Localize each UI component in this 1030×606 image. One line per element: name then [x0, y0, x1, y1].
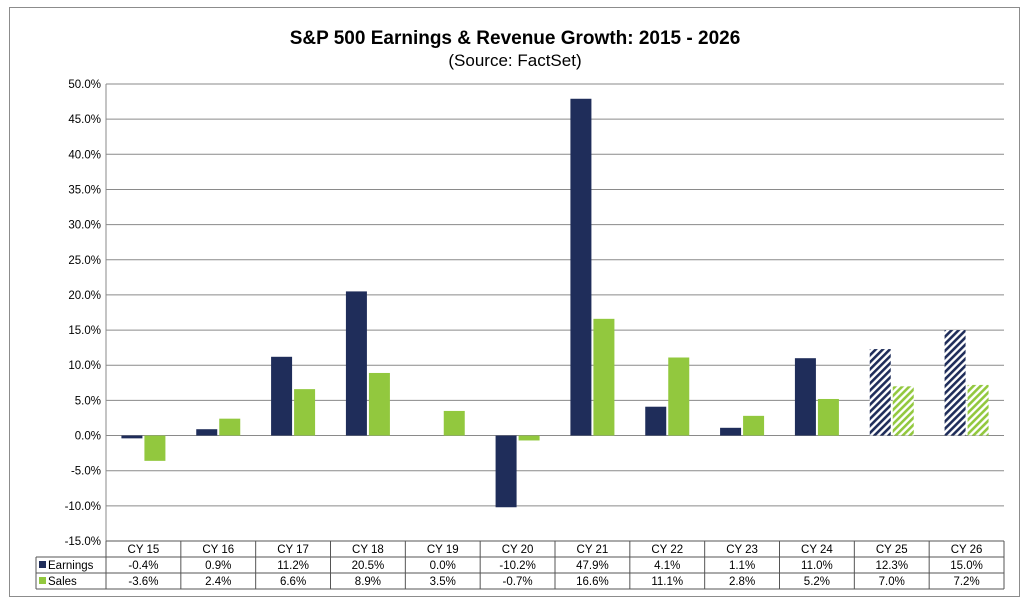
legend-label-sales: Sales	[48, 576, 77, 588]
y-tick-label: 5.0%	[75, 395, 101, 407]
bars	[121, 98, 989, 508]
bar-earnings-cy22	[645, 406, 667, 436]
data-label-sales: 2.8%	[729, 576, 755, 588]
y-tick-label: 10.0%	[68, 360, 101, 372]
y-tick-label: -15.0%	[65, 536, 101, 548]
bar-sales-cy20	[518, 435, 540, 441]
y-tick-label: 30.0%	[68, 220, 101, 232]
data-label-earnings: 0.0%	[430, 560, 456, 572]
bar-sales-cy26	[967, 384, 989, 436]
data-label-earnings: 20.5%	[352, 560, 385, 572]
y-tick-label: 50.0%	[68, 79, 101, 91]
bar-sales-cy22	[668, 357, 690, 436]
data-label-earnings: 12.3%	[875, 560, 908, 572]
data-label-sales: 7.0%	[879, 576, 905, 588]
legend-swatch-sales	[39, 577, 46, 584]
category-label: CY 18	[352, 544, 384, 556]
bar-sales-cy24	[817, 398, 839, 436]
category-label: CY 16	[202, 544, 234, 556]
data-label-earnings: 1.1%	[729, 560, 755, 572]
y-axis: 50.0% 45.0% 40.0% 35.0% 30.0% 25.0% 20.0% 15.0%…	[65, 79, 101, 548]
data-label-earnings: 47.9%	[576, 560, 609, 572]
category-label: CY 20	[502, 544, 534, 556]
data-label-earnings: 4.1%	[654, 560, 680, 572]
bar-earnings-cy15	[121, 435, 143, 439]
y-tick-label: -5.0%	[71, 466, 101, 478]
data-label-earnings: -0.4%	[128, 560, 158, 572]
bar-earnings-cy21	[570, 98, 592, 436]
bar-earnings-cy17	[271, 356, 293, 436]
bar-earnings-cy18	[345, 291, 367, 436]
y-tick-label: -10.0%	[65, 501, 101, 513]
bar-earnings-cy24	[794, 358, 816, 436]
bar-earnings-cy20	[495, 435, 517, 508]
data-label-sales: 11.1%	[651, 576, 683, 588]
category-label: CY 26	[951, 544, 983, 556]
category-label: CY 23	[726, 544, 758, 556]
bar-sales-cy25	[892, 386, 914, 436]
data-label-sales: 7.2%	[953, 576, 979, 588]
y-tick-label: 20.0%	[68, 290, 101, 302]
data-table: CY 15 CY 16 CY 17 CY 18 CY 19 CY 20 CY 21 CY 22…	[35, 540, 1005, 590]
legend-label-earnings: Earnings	[48, 560, 94, 572]
category-label: CY 25	[876, 544, 908, 556]
legend-swatch-earnings	[39, 561, 46, 568]
data-label-sales: -3.6%	[128, 576, 158, 588]
bar-sales-cy19	[443, 410, 465, 436]
bar-sales-cy18	[368, 372, 390, 436]
category-label: CY 21	[577, 544, 609, 556]
data-label-sales: 6.6%	[280, 576, 306, 588]
y-tick-label: 25.0%	[68, 255, 101, 267]
y-tick-label: 35.0%	[68, 184, 101, 196]
bar-earnings-cy16	[196, 429, 218, 436]
y-tick-label: 40.0%	[68, 149, 101, 161]
data-label-earnings: -10.2%	[499, 560, 535, 572]
data-label-sales: 5.2%	[804, 576, 830, 588]
chart-title: S&P 500 Earnings & Revenue Growth: 2015 …	[289, 28, 741, 49]
bar-sales-cy15	[144, 435, 166, 461]
y-tick-label: 15.0%	[68, 325, 101, 337]
bar-earnings-cy26	[944, 330, 966, 436]
bar-sales-cy23	[743, 415, 765, 436]
bar-sales-cy21	[593, 318, 615, 436]
category-label: CY 22	[651, 544, 683, 556]
bar-earnings-cy25	[869, 349, 891, 436]
data-label-earnings: 11.2%	[277, 560, 309, 572]
data-label-sales: 16.6%	[576, 576, 609, 588]
data-label-sales: 3.5%	[430, 576, 456, 588]
data-label-sales: -0.7%	[503, 576, 533, 588]
bar-sales-cy17	[294, 389, 316, 436]
data-label-earnings: 11.0%	[801, 560, 833, 572]
data-label-earnings: 15.0%	[950, 560, 983, 572]
data-label-sales: 2.4%	[205, 576, 231, 588]
chart-subtitle: (Source: FactSet)	[448, 51, 582, 70]
category-label: CY 19	[427, 544, 459, 556]
gridlines	[105, 83, 1004, 542]
bar-sales-cy16	[219, 418, 241, 436]
category-label: CY 15	[128, 544, 160, 556]
category-label: CY 17	[277, 544, 309, 556]
bar-earnings-cy23	[720, 427, 742, 436]
y-tick-label: 45.0%	[68, 114, 101, 126]
category-label: CY 24	[801, 544, 833, 556]
data-label-earnings: 0.9%	[205, 560, 231, 572]
y-tick-label: 0.0%	[75, 431, 101, 443]
data-label-sales: 8.9%	[355, 576, 381, 588]
